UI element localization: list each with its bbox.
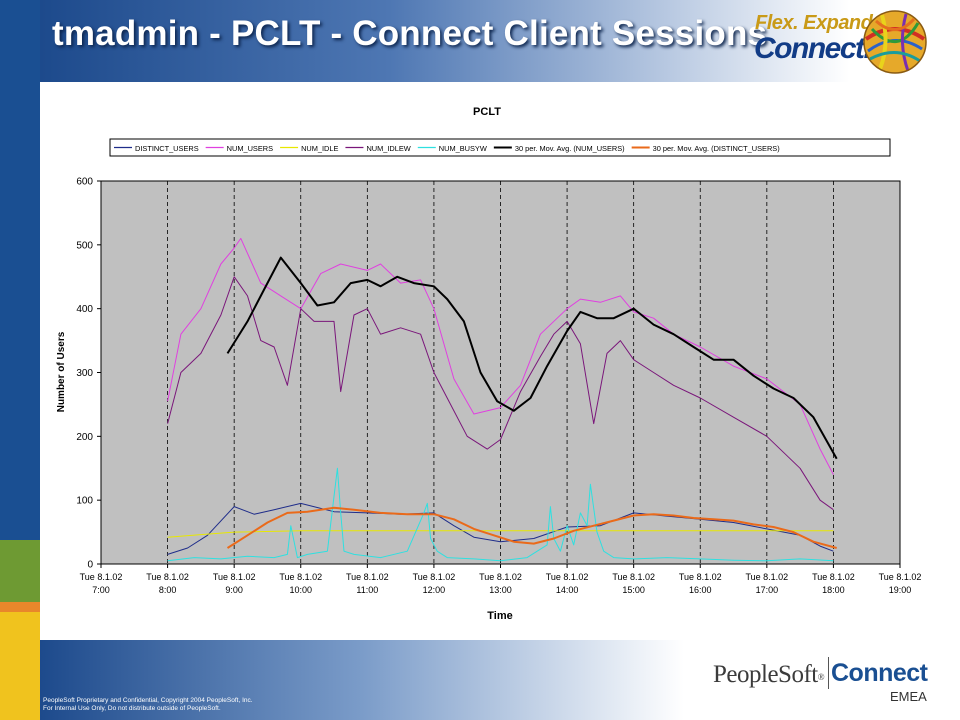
- y-tick-label: 600: [76, 177, 93, 188]
- x-tick-label: Tue 8.1.02: [146, 572, 189, 582]
- chart-legend: DISTINCT_USERS NUM_USERS NUM_IDLE NUM_IDLEW…: [109, 138, 891, 157]
- legend-label: 30 per. Mov. Avg. (DISTINCT_USERS): [653, 144, 780, 153]
- footer-restriction: For Internal Use Only, Do not distribute…: [43, 705, 221, 712]
- x-tick-label: Tue 8.1.02: [80, 572, 123, 582]
- side-bar-yellow: [0, 612, 40, 720]
- series-line: [226, 256, 838, 460]
- series-line: [167, 237, 834, 475]
- brand-region: EMEA: [890, 689, 927, 704]
- x-tick-label: 15:00: [622, 585, 645, 595]
- axes: [100, 181, 900, 565]
- x-tick-label: Tue 8.1.02: [612, 572, 655, 582]
- x-tick-label: 19:00: [889, 585, 912, 595]
- series-line: [167, 467, 834, 562]
- x-tick-label: 14:00: [556, 585, 579, 595]
- x-tick-label: 9:00: [225, 585, 243, 595]
- side-bar-green: [0, 540, 40, 602]
- rubber-band-ball-icon: [863, 10, 927, 74]
- x-tick-label: 10:00: [289, 585, 312, 595]
- x-tick-label: 18:00: [822, 585, 845, 595]
- x-tick-label: 17:00: [756, 585, 779, 595]
- legend-label: NUM_IDLEW: [366, 144, 410, 153]
- y-tick-label: 300: [76, 368, 93, 379]
- legend-label: NUM_USERS: [227, 144, 273, 153]
- x-tick-label: 16:00: [689, 585, 712, 595]
- side-color-bar: [0, 0, 40, 720]
- legend-label: NUM_IDLE: [301, 144, 338, 153]
- y-axis-label: Number of Users: [56, 331, 67, 412]
- x-tick-label: Tue 8.1.02: [413, 572, 456, 582]
- chart: PCLT DISTINCT_USERS NUM_USERS NUM_IDLE NUM_…: [56, 106, 921, 622]
- brand-product: Connect: [831, 659, 928, 687]
- x-axis-label: Time: [487, 610, 512, 622]
- series-line: [167, 530, 834, 538]
- y-tick-label: 400: [76, 304, 93, 315]
- brand-company-name: PeopleSoft: [713, 661, 818, 688]
- x-tick-label: Tue 8.1.02: [546, 572, 589, 582]
- brand-separator: [828, 657, 829, 689]
- y-tick-label: 500: [76, 240, 93, 251]
- chart-title: PCLT: [473, 106, 501, 118]
- legend-label: NUM_BUSYW: [439, 144, 487, 153]
- x-tick-label: Tue 8.1.02: [346, 572, 389, 582]
- footer-band: [40, 640, 960, 720]
- plot-area: Tue 8.1.02 7:00 Tue 8.1.02 8:00 Tue 8.1.02 9:…: [76, 177, 921, 596]
- brand-company: PeopleSoft®: [713, 661, 825, 689]
- series-line: [226, 506, 837, 549]
- side-bar-blue: [0, 0, 40, 540]
- header-band: [40, 0, 960, 82]
- x-tick-label: 13:00: [489, 585, 512, 595]
- x-tick-label: Tue 8.1.02: [279, 572, 322, 582]
- series-line: [167, 502, 834, 555]
- legend-label: DISTINCT_USERS: [135, 144, 199, 153]
- brand-registered-mark: ®: [817, 672, 825, 682]
- x-tick-label: Tue 8.1.02: [745, 572, 788, 582]
- x-tick-label: 8:00: [159, 585, 177, 595]
- footer-copyright: PeopleSoft Proprietary and Confidential,…: [43, 697, 253, 704]
- x-tick-label: 11:00: [356, 585, 378, 595]
- side-bar-orange: [0, 602, 40, 612]
- footer-note: PeopleSoft Proprietary and Confidential,…: [43, 697, 253, 713]
- y-tick-label: 100: [76, 496, 93, 507]
- series-lines: [167, 237, 838, 562]
- legend-label: 30 per. Mov. Avg. (NUM_USERS): [515, 144, 625, 153]
- x-tick-label: 12:00: [423, 585, 446, 595]
- y-tick-label: 200: [76, 432, 93, 443]
- x-tick-label: Tue 8.1.02: [479, 572, 522, 582]
- x-tick-label: Tue 8.1.02: [812, 572, 855, 582]
- logo-word: Connect.: [754, 32, 872, 65]
- x-tick-label: 7:00: [92, 585, 110, 595]
- logo-tagline: Flex. Expand.: [755, 12, 878, 34]
- y-tick-label: 0: [87, 560, 93, 571]
- x-tick-label: Tue 8.1.02: [679, 572, 722, 582]
- series-line: [167, 276, 834, 511]
- slide-title: tmadmin - PCLT - Connect Client Sessions: [52, 14, 768, 53]
- x-tick-label: Tue 8.1.02: [879, 572, 922, 582]
- x-tick-label: Tue 8.1.02: [213, 572, 256, 582]
